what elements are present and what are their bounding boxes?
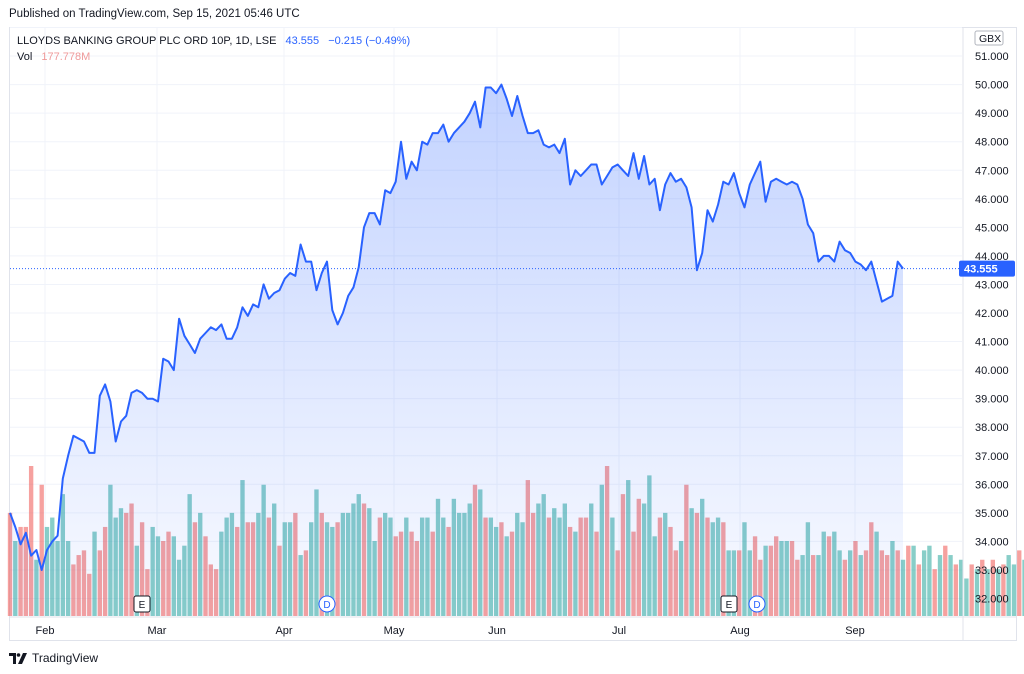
price-tick-label: 43.000 xyxy=(975,279,1009,291)
volume-bar xyxy=(958,559,964,616)
volume-bar xyxy=(948,555,953,616)
volume-bar xyxy=(921,550,927,616)
volume-label: Vol xyxy=(17,51,33,63)
volume-bar xyxy=(985,569,990,616)
volume-bar xyxy=(1006,555,1011,616)
brand-name: TradingView xyxy=(32,651,99,665)
time-tick-label: Apr xyxy=(275,625,292,637)
volume-bar xyxy=(943,545,948,616)
price-tick-label: 51.000 xyxy=(975,51,1009,63)
price-tick-label: 36.000 xyxy=(975,479,1009,491)
volume-bar xyxy=(953,564,959,616)
price-line xyxy=(9,83,904,571)
price-tick-label: 49.000 xyxy=(975,108,1009,120)
time-tick-label: Jun xyxy=(488,625,506,637)
price-tick-label: 32.000 xyxy=(975,594,1009,606)
price-tick-label: 37.000 xyxy=(975,451,1009,463)
time-tick-label: Aug xyxy=(730,625,750,637)
volume-bar xyxy=(1001,564,1006,616)
volume-bar xyxy=(980,559,985,616)
price-tick-label: 34.000 xyxy=(975,536,1009,548)
earnings-marker-label: E xyxy=(726,600,733,611)
volume-bar xyxy=(969,564,974,616)
volume-bar xyxy=(1017,550,1022,616)
tradingview-brand[interactable]: TradingView xyxy=(9,651,98,665)
earnings-marker-label: E xyxy=(139,600,146,611)
volume-bar xyxy=(39,484,44,616)
last-price-badge-label: 43.555 xyxy=(964,264,998,276)
price-tick-label: 50.000 xyxy=(975,80,1009,92)
price-tick-label: 48.000 xyxy=(975,137,1009,149)
tradingview-logo-icon xyxy=(9,652,27,664)
volume-bar xyxy=(911,545,916,616)
earnings-marker xyxy=(133,595,151,613)
price-tick-label: 41.000 xyxy=(975,337,1009,349)
price-tick-label: 42.000 xyxy=(975,308,1009,320)
last-price-badge xyxy=(959,260,1015,277)
volume-bar xyxy=(1022,559,1024,616)
price-area xyxy=(10,84,903,617)
currency-label: GBX xyxy=(979,33,1001,45)
volume-bar xyxy=(1011,564,1017,616)
volume-bar xyxy=(974,569,980,616)
legend-row-symbol: LLOYDS BANKING GROUP PLC ORD 10P, 1D, LS… xyxy=(17,33,410,49)
time-tick-label: Feb xyxy=(36,625,55,637)
price-tick-label: 38.000 xyxy=(975,422,1009,434)
price-tick-label: 44.000 xyxy=(975,251,1009,263)
price-tick-label: 46.000 xyxy=(975,194,1009,206)
volume-bar xyxy=(995,569,1001,616)
volume-bar xyxy=(28,466,34,616)
price-tick-label: 45.000 xyxy=(975,222,1009,234)
time-tick-label: May xyxy=(384,625,405,637)
dividend-marker-label: D xyxy=(753,600,760,611)
dividend-marker xyxy=(748,595,766,613)
chart-legend: LLOYDS BANKING GROUP PLC ORD 10P, 1D, LS… xyxy=(17,33,410,65)
time-tick-label: Jul xyxy=(612,625,626,637)
price-tick-label: 35.000 xyxy=(975,508,1009,520)
volume-bar xyxy=(932,569,937,616)
published-caption: Published on TradingView.com, Sep 15, 20… xyxy=(9,8,300,20)
volume-bar xyxy=(964,578,969,616)
volume-value: 177.778M xyxy=(41,51,91,63)
time-tick-label: Mar xyxy=(148,625,167,637)
price-tick-label: 40.000 xyxy=(975,365,1009,377)
earnings-marker xyxy=(720,595,738,613)
price-change-value: −0.215 (−0.49%) xyxy=(328,35,411,47)
price-tick-label: 47.000 xyxy=(975,165,1009,177)
time-tick-label: Sep xyxy=(845,625,865,637)
last-price-value: 43.555 xyxy=(285,35,320,47)
volume-bar xyxy=(990,559,996,616)
legend-row-volume: Vol 177.778M xyxy=(17,49,410,65)
currency-box xyxy=(974,30,1004,46)
price-tick-label: 39.000 xyxy=(975,394,1009,406)
volume-bar xyxy=(937,555,943,616)
price-tick-label: 33.000 xyxy=(975,565,1009,577)
dividend-marker xyxy=(318,595,336,613)
symbol-label: LLOYDS BANKING GROUP PLC ORD 10P, 1D, LS… xyxy=(17,35,277,47)
volume-bar xyxy=(916,564,922,616)
volume-bar xyxy=(927,545,932,616)
volume-bar xyxy=(906,545,911,616)
dividend-marker-label: D xyxy=(323,600,330,611)
